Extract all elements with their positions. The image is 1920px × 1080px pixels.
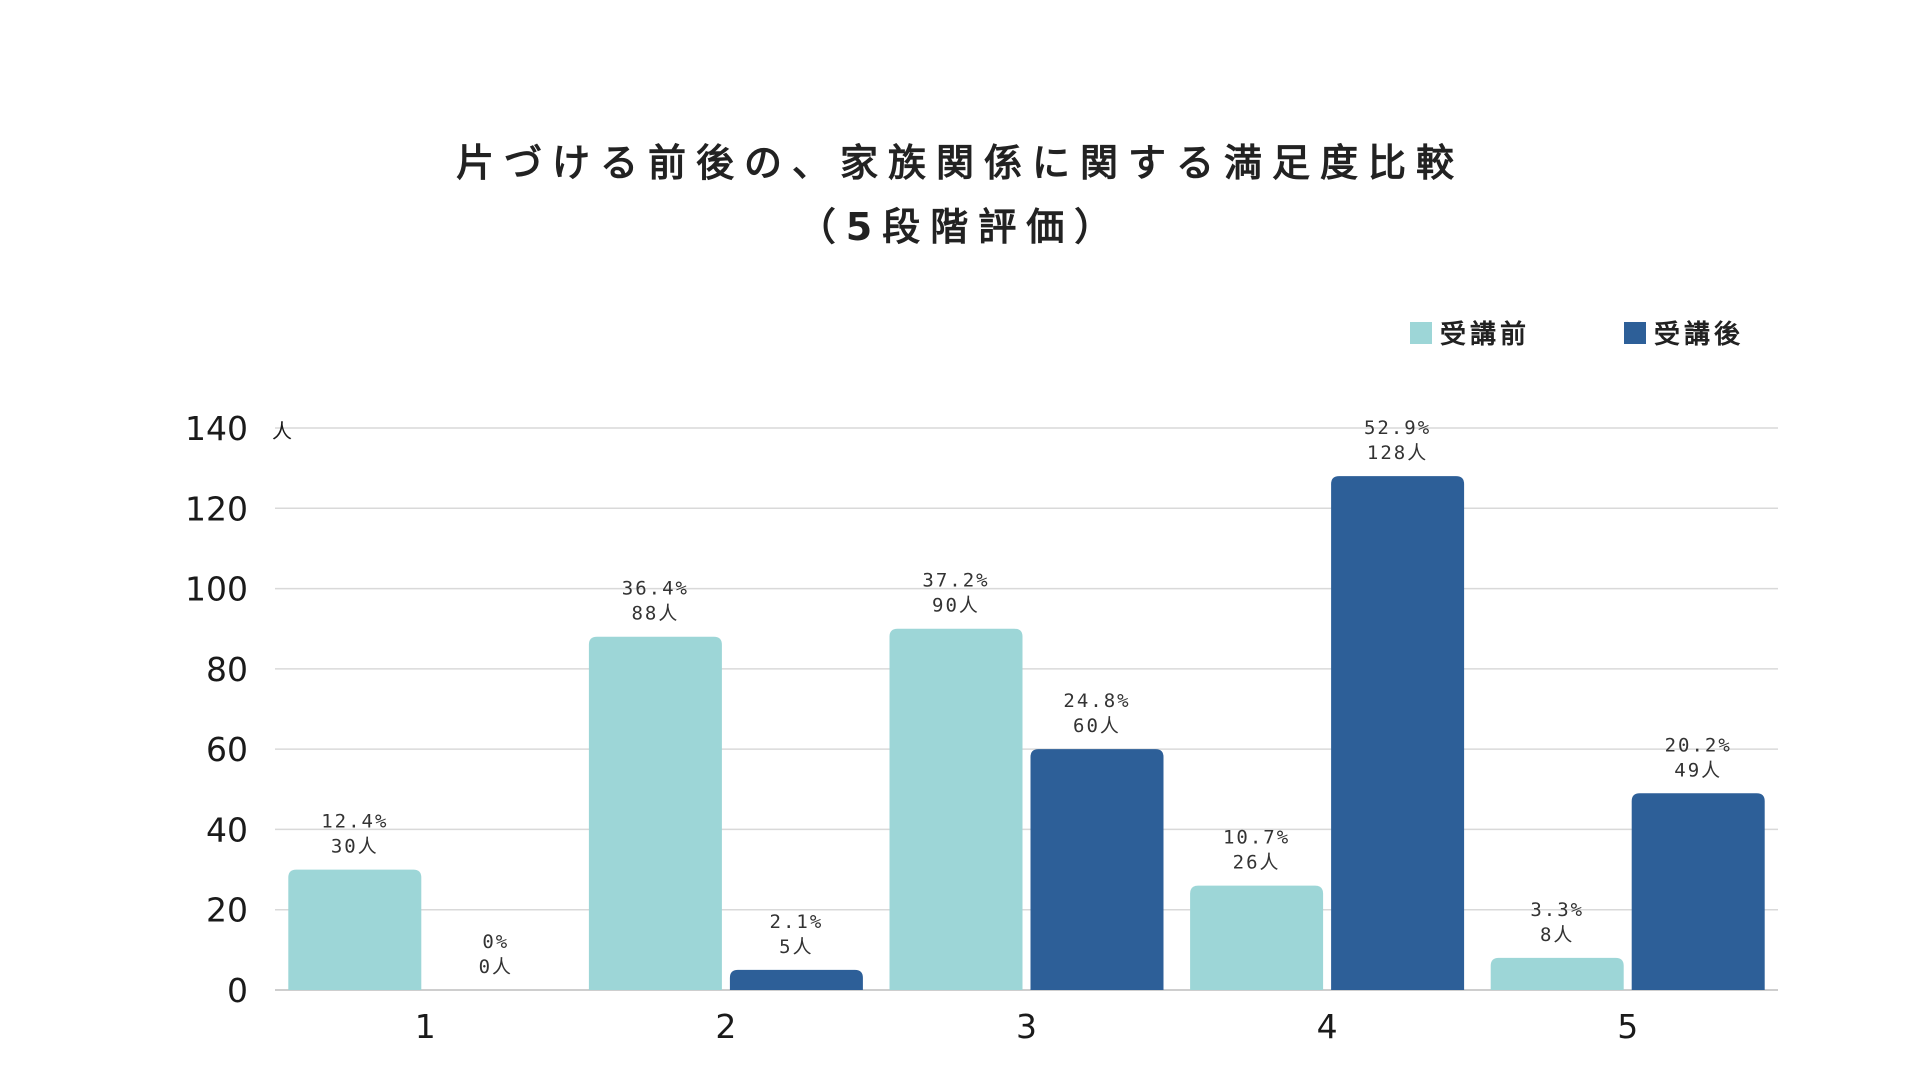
y-tick-label: 140: [185, 409, 248, 448]
data-label-count: 49人: [1674, 759, 1722, 781]
y-axis-unit: 人: [272, 419, 292, 443]
data-label-percent: 2.1%: [770, 911, 824, 933]
data-label-count: 26人: [1233, 852, 1281, 874]
data-label-count: 8人: [1540, 924, 1574, 946]
y-tick-label: 120: [185, 489, 248, 528]
bar: [288, 869, 422, 990]
legend-item-after: 受講後: [1624, 314, 1744, 351]
bar: [588, 636, 722, 990]
data-label-percent: 24.8%: [1063, 690, 1130, 712]
legend-swatch-before: [1410, 321, 1432, 344]
bar: [1331, 476, 1465, 991]
x-tick-label: 1: [415, 1007, 436, 1046]
bar: [1190, 885, 1324, 990]
data-label-count: 88人: [631, 603, 679, 625]
y-tick-label: 20: [206, 891, 248, 930]
y-tick-label: 0: [227, 971, 248, 1010]
data-label-count: 128人: [1367, 442, 1428, 464]
x-tick-label: 4: [1317, 1007, 1338, 1046]
chart-title: 片づける前後の、家族関係に関する満足度比較: [455, 141, 1464, 185]
data-label-percent: 3.3%: [1530, 899, 1584, 921]
y-tick-label: 80: [206, 650, 248, 689]
bar: [1490, 957, 1624, 990]
data-label-count: 60人: [1073, 715, 1121, 737]
data-label-percent: 37.2%: [922, 570, 989, 592]
y-tick-label: 60: [206, 730, 248, 769]
legend-label-before: 受講前: [1440, 320, 1531, 350]
data-label-percent: 20.2%: [1665, 734, 1732, 756]
legend-swatch-after: [1624, 321, 1646, 344]
x-tick-label: 3: [1016, 1007, 1037, 1046]
data-label-percent: 10.7%: [1223, 827, 1290, 849]
bar: [889, 628, 1023, 990]
data-label-percent: 52.9%: [1364, 417, 1431, 439]
data-label-count: 0人: [479, 956, 513, 978]
data-label-count: 5人: [779, 936, 813, 958]
data-label-percent: 36.4%: [622, 578, 689, 600]
y-tick-label: 40: [206, 810, 248, 849]
y-tick-label: 100: [185, 570, 248, 609]
chart-subtitle: （5段階評価）: [797, 205, 1123, 249]
data-label-count: 30人: [331, 836, 379, 858]
legend-label-after: 受講後: [1654, 320, 1745, 350]
bar: [729, 969, 863, 990]
x-tick-label: 5: [1617, 1007, 1638, 1046]
bar: [1631, 793, 1765, 990]
data-label-percent: 0%: [482, 931, 509, 953]
x-tick-label: 2: [715, 1007, 736, 1046]
data-label-count: 90人: [932, 595, 980, 617]
data-label-percent: 12.4%: [321, 811, 388, 833]
legend-item-before: 受講前: [1410, 314, 1530, 351]
bar: [1030, 749, 1164, 990]
